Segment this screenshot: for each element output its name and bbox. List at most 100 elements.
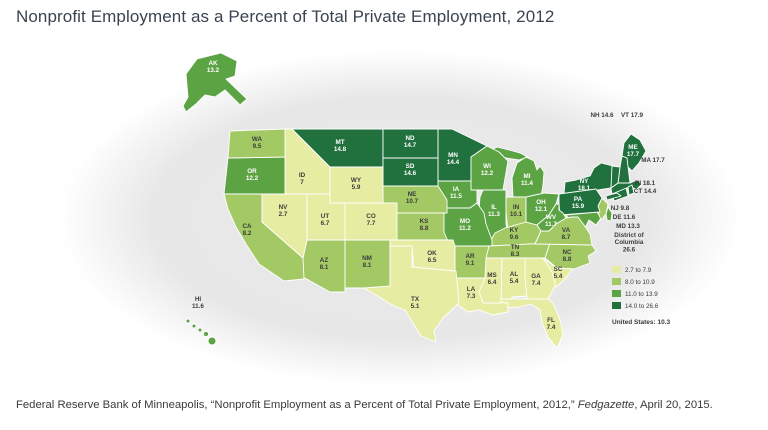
label-NH: NH 14.6 xyxy=(590,112,614,119)
label-RI: RI 18.1 xyxy=(635,180,656,187)
legend-swatch-3 xyxy=(612,290,621,297)
label-KY: 9.6 xyxy=(510,234,519,241)
label-FL: FL xyxy=(547,317,555,324)
label-ID: 7 xyxy=(300,179,304,186)
label-OR: OR xyxy=(247,168,257,175)
label-NE: NE xyxy=(408,191,417,198)
label-WI: WI xyxy=(483,163,491,170)
label-AR: 9.1 xyxy=(466,260,475,267)
label-MO: MO xyxy=(460,218,470,225)
state-AK xyxy=(182,52,248,113)
label-AL: AL xyxy=(510,271,519,278)
label-NY: 18.1 xyxy=(578,185,591,192)
state-WA xyxy=(227,128,286,159)
label-TN: 8.3 xyxy=(511,251,520,258)
label-UT: 6.7 xyxy=(321,220,330,227)
label-VA: 8.7 xyxy=(562,234,571,241)
label-NC: 8.8 xyxy=(563,256,572,263)
page-title: Nonprofit Employment as a Percent of Tot… xyxy=(16,7,555,26)
label-KS: KS xyxy=(420,218,429,225)
label-MN: 14.4 xyxy=(447,159,460,166)
state-RI xyxy=(627,184,635,196)
label-MI: 11.4 xyxy=(521,180,533,187)
label-TN: TN xyxy=(511,244,520,251)
state-WY xyxy=(329,166,384,204)
label-KS: 8.8 xyxy=(420,225,429,232)
label-DC: 26.6 xyxy=(623,246,636,253)
label-VA: VA xyxy=(562,227,571,234)
label-WV: 11.7 xyxy=(545,221,557,228)
label-MT: MT xyxy=(335,139,344,146)
label-AZ: AZ xyxy=(320,257,329,264)
label-NV: 2.7 xyxy=(279,211,288,218)
label-CO: 7.7 xyxy=(367,220,376,227)
state-DE xyxy=(605,206,613,222)
label-LA: 7.3 xyxy=(467,293,476,300)
label-MI: MI xyxy=(524,173,531,180)
label-FL: 7.4 xyxy=(547,324,556,331)
state-HI-island xyxy=(197,327,203,333)
label-AZ: 8.1 xyxy=(320,264,329,271)
label-IA: IA xyxy=(453,186,460,193)
label-OK: OK xyxy=(427,250,437,257)
label-PA: PA xyxy=(574,196,583,203)
label-SC: 5.4 xyxy=(554,273,563,280)
label-MN: MN xyxy=(448,152,458,159)
label-ID: ID xyxy=(299,172,306,179)
label-MO: 11.2 xyxy=(459,225,471,232)
label-TX: 5.1 xyxy=(411,303,420,310)
legend: 2.7 to 7.9 8.0 to 10.9 11.0 to 13.9 14.0… xyxy=(612,266,671,326)
label-WA: WA xyxy=(252,136,263,143)
label-WI: 12.2 xyxy=(481,170,494,177)
label-MD: MD 13.3 xyxy=(616,223,640,230)
state-NV xyxy=(261,193,308,259)
label-CA: 8.2 xyxy=(243,230,252,237)
label-AR: AR xyxy=(465,253,475,260)
citation-date: , April 20, 2015. xyxy=(634,399,713,411)
state-MO xyxy=(443,202,493,247)
label-LA: LA xyxy=(467,286,476,293)
label-ME: 17.7 xyxy=(627,151,640,158)
state-HI-island xyxy=(203,331,209,337)
label-OH: 12.1 xyxy=(535,206,548,213)
legend-swatch-2 xyxy=(612,278,621,285)
label-AK: AK xyxy=(208,60,218,67)
label-WV: WV xyxy=(546,214,557,221)
legend-label-1: 2.7 to 7.9 xyxy=(625,267,652,274)
label-NV: NV xyxy=(279,204,289,211)
label-OH: OH xyxy=(536,199,546,206)
label-NC: NC xyxy=(562,249,572,256)
legend-swatch-1 xyxy=(612,266,621,273)
label-GA: GA xyxy=(531,273,541,280)
label-TX: TX xyxy=(411,296,420,303)
state-HI-island xyxy=(207,336,217,346)
label-SD: SD xyxy=(406,163,415,170)
label-OR: 12.2 xyxy=(246,175,259,182)
label-UT: UT xyxy=(321,213,330,220)
label-IL: IL xyxy=(491,204,497,211)
label-DC: District of xyxy=(614,232,644,239)
state-NY xyxy=(563,162,622,201)
state-NE xyxy=(382,185,448,214)
label-GA: 7.4 xyxy=(532,280,541,287)
label-NM: 8.1 xyxy=(363,262,372,269)
state-HI-island xyxy=(185,318,191,324)
label-ND: ND xyxy=(405,135,415,142)
label-CT: CT 14.4 xyxy=(634,188,657,195)
label-AK: 13.2 xyxy=(207,67,220,74)
label-NJ: NJ 9.8 xyxy=(611,205,630,212)
legend-swatch-4 xyxy=(612,302,621,309)
legend-label-2: 8.0 to 10.9 xyxy=(625,279,655,286)
state-WV xyxy=(536,203,567,232)
state-HI-island xyxy=(191,323,197,329)
label-CO: CO xyxy=(366,213,376,220)
state-NC xyxy=(544,242,597,270)
us-total-label: United States: 10.3 xyxy=(612,319,671,326)
label-IL: 11.3 xyxy=(488,211,500,218)
label-HI: 11.6 xyxy=(192,303,204,310)
label-IN: IN xyxy=(513,204,520,211)
label-AL: 5.4 xyxy=(510,278,519,285)
state-TX xyxy=(363,245,460,343)
